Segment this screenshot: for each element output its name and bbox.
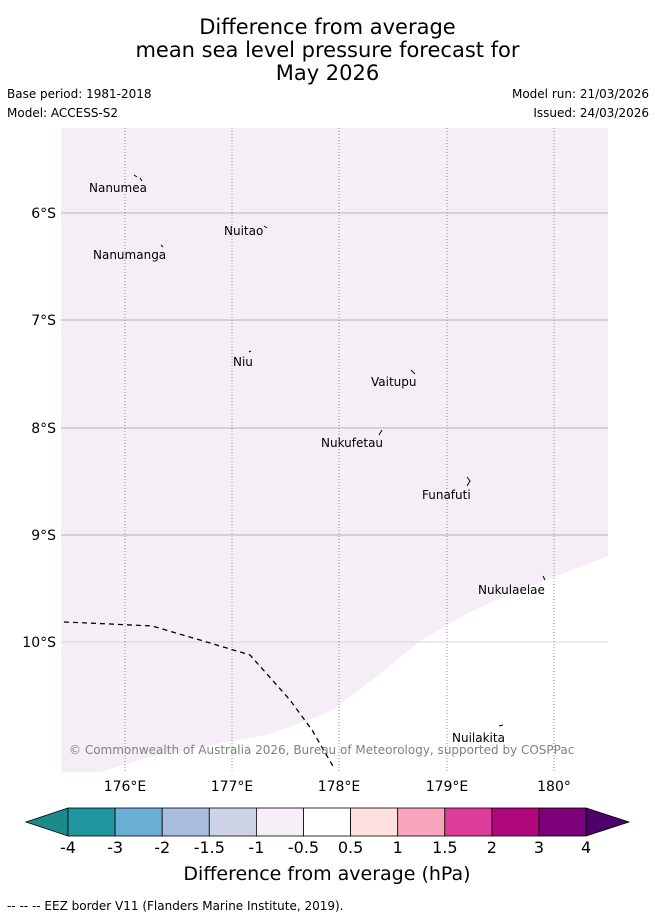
issued-label: Issued: 24/03/2026 bbox=[533, 106, 649, 120]
island-nukufetau bbox=[378, 429, 383, 436]
lon-label-177e: 177°E bbox=[211, 779, 254, 795]
eez-legend-note: -- -- -- EEZ border V11 (Flanders Marine… bbox=[7, 899, 344, 913]
colorbar-segment bbox=[208, 807, 257, 837]
colorbar-segment bbox=[161, 807, 210, 837]
lat-gridlines bbox=[61, 212, 608, 643]
place-label-funafuti: Funafuti bbox=[422, 488, 471, 502]
place-label-nanumea: Nanumea bbox=[89, 181, 147, 195]
lon-label-178e: 178°E bbox=[318, 779, 361, 795]
islands bbox=[133, 174, 546, 727]
colorbar-extend-right bbox=[585, 807, 631, 837]
model-run-label: Model run: 21/03/2026 bbox=[511, 87, 649, 101]
place-label-nanumanga: Nanumanga bbox=[93, 248, 166, 262]
island-nuitao bbox=[263, 225, 268, 229]
island-vaitupu bbox=[410, 369, 416, 375]
lat-label-9s: 9°S bbox=[31, 528, 56, 544]
colorbar-tick-label: 1 bbox=[393, 838, 403, 857]
lat-label-6s: 6°S bbox=[31, 206, 56, 222]
lat-label-7s: 7°S bbox=[31, 313, 56, 329]
place-label-nukulaelae: Nukulaelae bbox=[478, 583, 545, 597]
colorbar-tick-label: -4 bbox=[60, 838, 76, 857]
place-label-nuilakita: Nuilakita bbox=[452, 731, 505, 745]
colorbar-segment bbox=[538, 807, 587, 837]
copyright-notice: © Commonwealth of Australia 2026, Bureau… bbox=[69, 743, 574, 757]
title-line-2: mean sea level pressure forecast for bbox=[135, 38, 520, 62]
place-label-nukufetau: Nukufetau bbox=[321, 436, 383, 450]
colorbar-segment bbox=[255, 807, 304, 837]
place-label-niu: Niu bbox=[233, 355, 253, 369]
colorbar-tick-label: 4 bbox=[581, 838, 591, 857]
colorbar-tick-label: 2 bbox=[487, 838, 497, 857]
chart-title: Difference from average mean sea level p… bbox=[0, 16, 655, 85]
colorbar-tick-label: -1 bbox=[248, 838, 264, 857]
place-label-vaitupu: Vaitupu bbox=[371, 375, 417, 389]
lat-label-10s: 10°S bbox=[22, 635, 56, 651]
island-nuilakita bbox=[498, 724, 504, 727]
place-label-nuitao: Nuitao bbox=[224, 224, 263, 238]
lon-label-179e: 179°E bbox=[426, 779, 469, 795]
title-line-3: May 2026 bbox=[275, 61, 380, 85]
island-niu bbox=[248, 350, 252, 353]
colorbar-segment bbox=[397, 807, 446, 837]
eez-border-line bbox=[63, 621, 335, 769]
colorbar-tick-labels: -4 -3 -2 -1.5 -1 -0.5 0.5 1 1.5 2 3 4 bbox=[60, 838, 591, 857]
model-label: Model: ACCESS-S2 bbox=[7, 106, 119, 120]
colorbar-label: Difference from average (hPa) bbox=[183, 863, 470, 885]
lon-label-180: 180° bbox=[537, 779, 571, 795]
colorbar-tick-label: -2 bbox=[154, 838, 170, 857]
base-period-label: Base period: 1981-2018 bbox=[7, 87, 152, 101]
lat-label-8s: 8°S bbox=[31, 421, 56, 437]
colorbar-segment bbox=[303, 807, 351, 837]
lon-gridlines bbox=[124, 128, 555, 772]
colorbar-tick-label: -1.5 bbox=[194, 838, 225, 857]
colorbar-segment bbox=[350, 807, 399, 837]
colorbar-tick-label: -0.5 bbox=[288, 838, 319, 857]
colorbar-segment bbox=[491, 807, 540, 837]
map-figure: Nanumea Nuitao Nanumanga Niu Vaitupu Nuk… bbox=[22, 128, 631, 885]
island-nanumea bbox=[133, 174, 143, 182]
colorbar-tick-label: 0.5 bbox=[338, 838, 363, 857]
colorbar-segment bbox=[114, 807, 163, 837]
anomaly-fill-region bbox=[61, 128, 608, 772]
island-nukulaelae bbox=[542, 575, 546, 581]
colorbar bbox=[24, 807, 631, 837]
island-funafuti bbox=[466, 476, 471, 487]
colorbar-segment bbox=[67, 807, 116, 837]
colorbar-tick-label: -3 bbox=[107, 838, 123, 857]
colorbar-tick-label: 1.5 bbox=[432, 838, 457, 857]
colorbar-tick-label: 3 bbox=[534, 838, 544, 857]
lon-label-176e: 176°E bbox=[104, 779, 147, 795]
island-nanumanga bbox=[160, 244, 164, 248]
title-line-1: Difference from average bbox=[199, 15, 456, 39]
colorbar-extend-left bbox=[24, 807, 69, 837]
colorbar-segment bbox=[444, 807, 493, 837]
